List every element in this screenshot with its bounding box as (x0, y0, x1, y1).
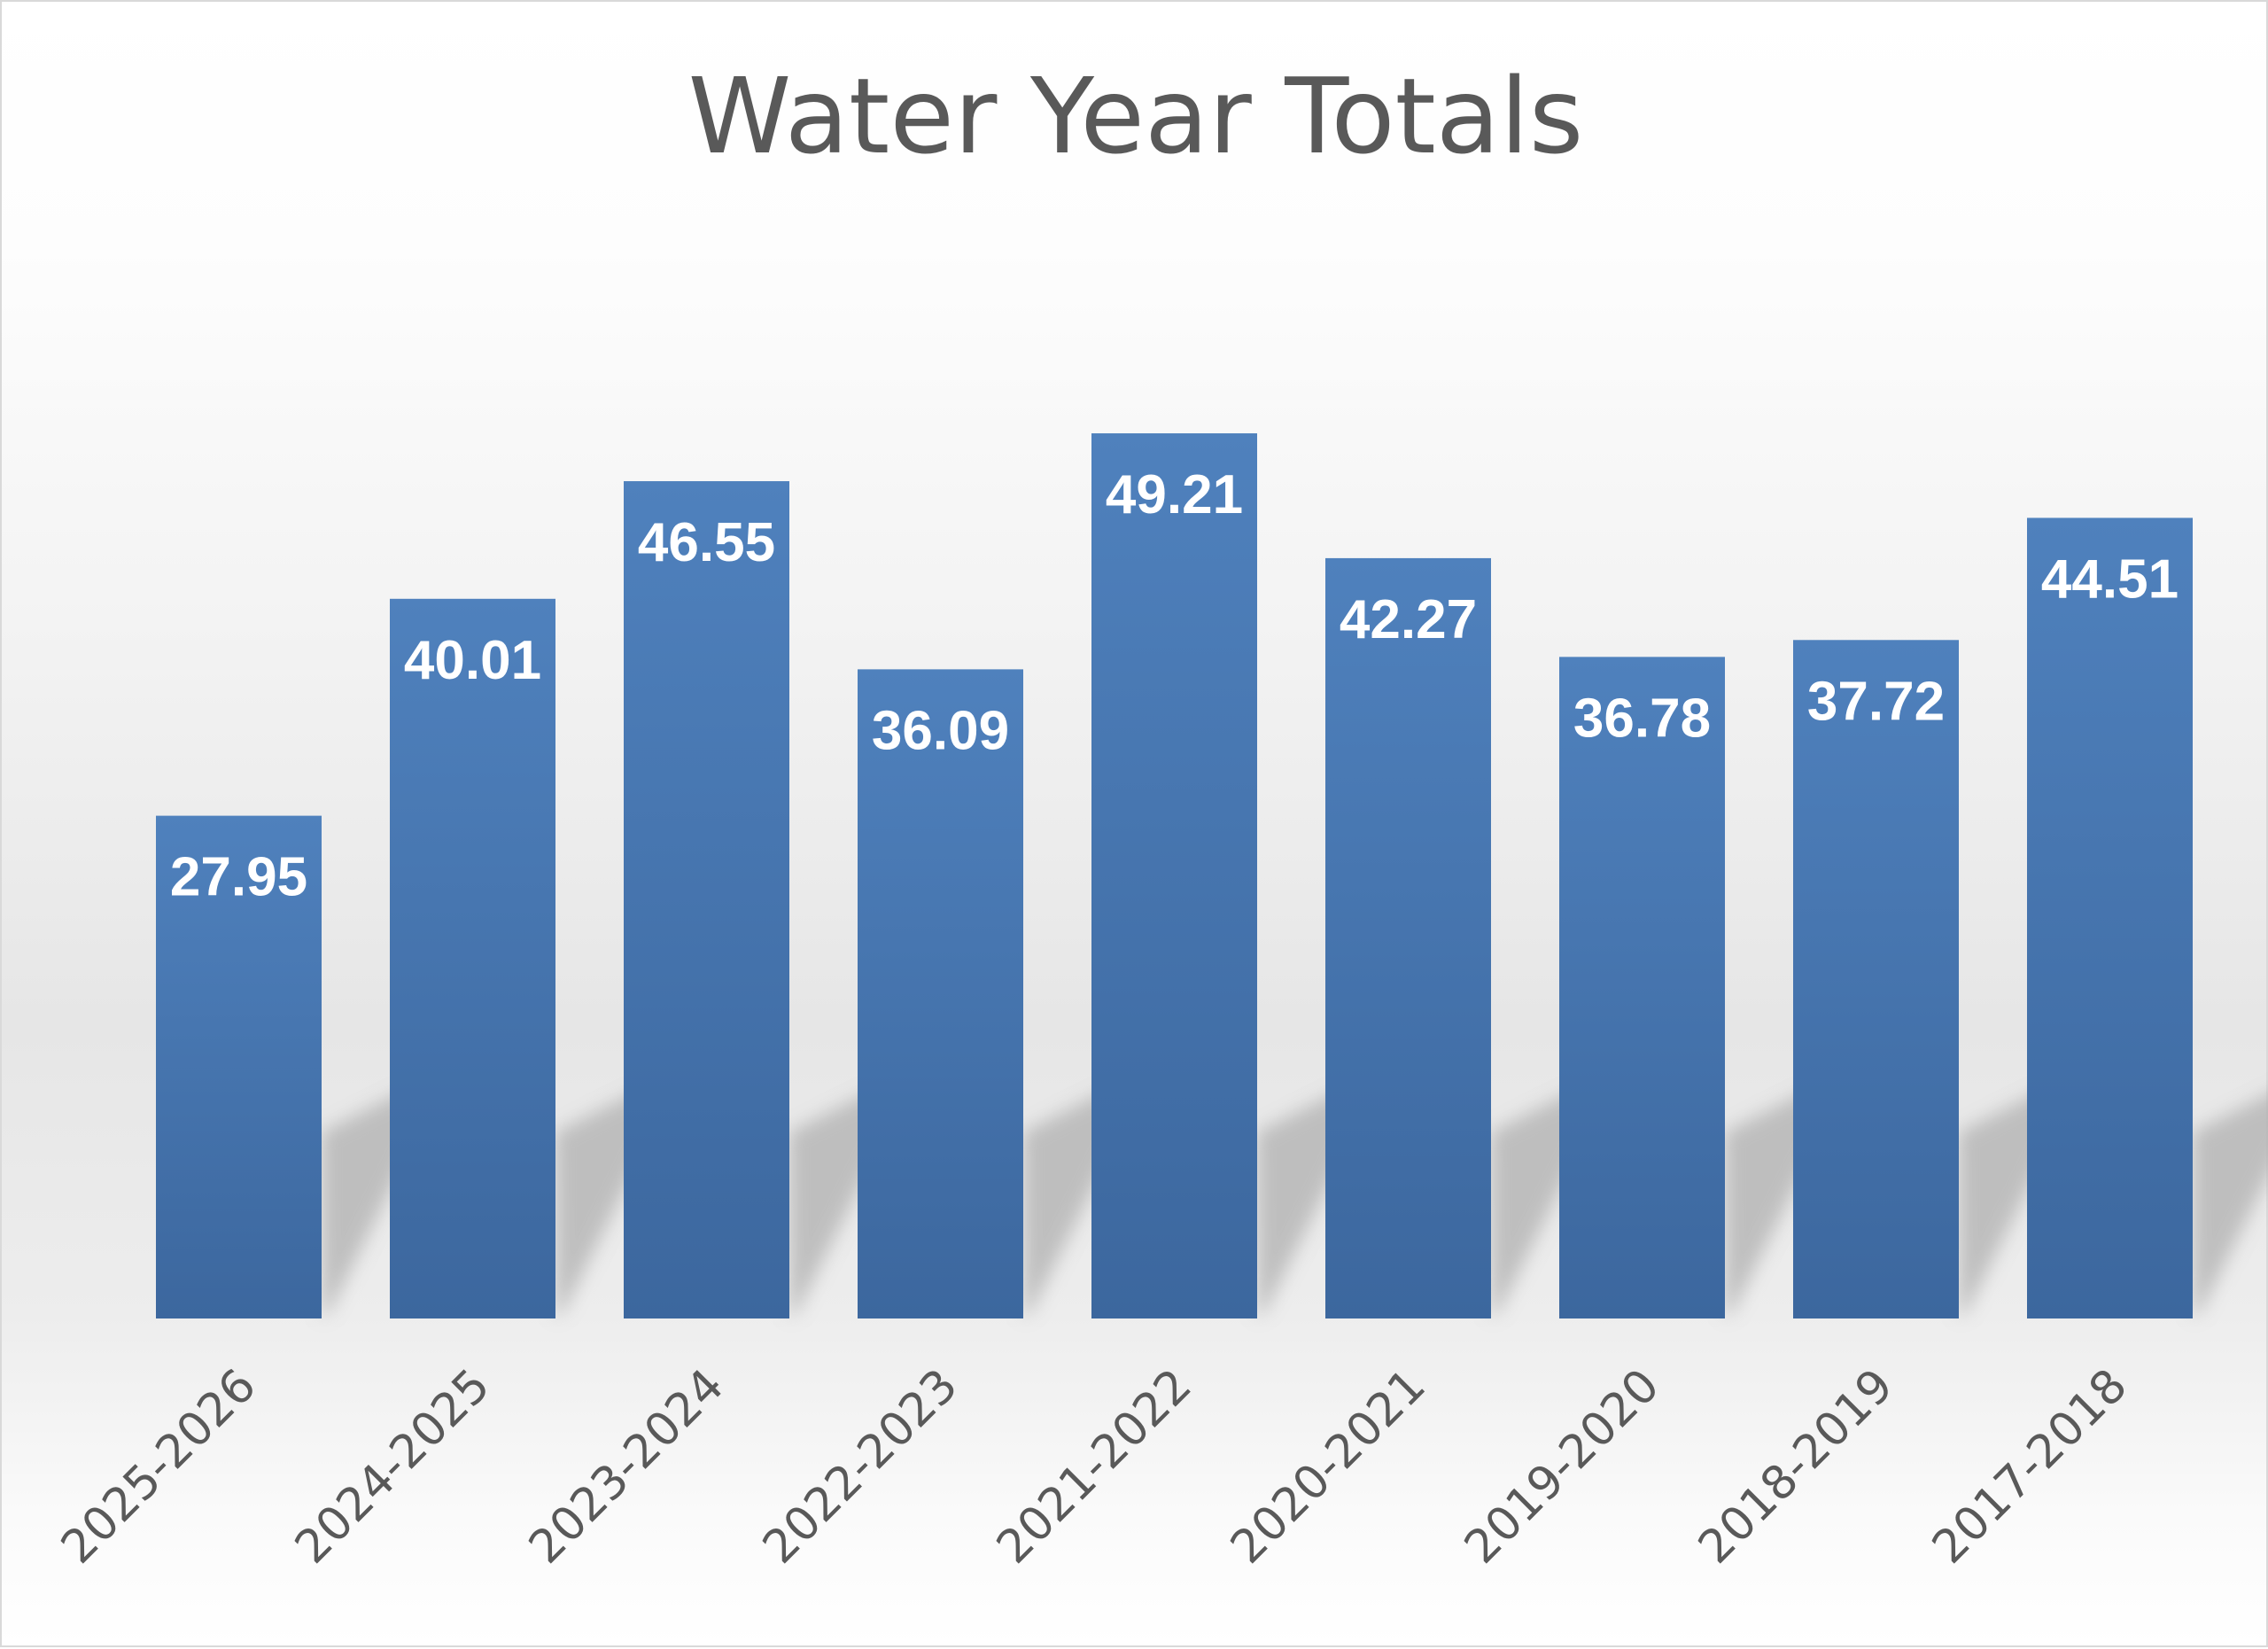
chart-title: Water Year Totals (688, 55, 1584, 177)
data-label: 37.72 (1807, 671, 1945, 732)
data-label: 36.78 (1573, 688, 1711, 749)
bars-group (156, 433, 2193, 1318)
category-label: 2017-2018 (1922, 1359, 2138, 1575)
bar-shadow (2193, 1094, 2268, 1318)
category-label: 2022-2023 (753, 1359, 968, 1575)
data-label: 27.95 (170, 847, 307, 908)
data-label: 46.55 (638, 512, 775, 573)
data-label: 42.27 (1340, 589, 1477, 650)
data-label: 40.01 (404, 630, 541, 691)
bar-2017-2018 (2027, 517, 2193, 1318)
bar-2018-2019 (1793, 640, 1959, 1318)
category-label: 2021-2022 (987, 1359, 1202, 1575)
data-label: 36.09 (872, 700, 1009, 761)
category-label: 2020-2021 (1221, 1359, 1436, 1575)
bar-shadows (322, 1079, 2268, 1318)
data-label: 44.51 (2041, 548, 2179, 610)
data-label: 49.21 (1106, 464, 1243, 525)
bar-2023-2024 (624, 481, 789, 1318)
category-label: 2025-2026 (51, 1359, 267, 1575)
category-label: 2024-2025 (285, 1359, 501, 1575)
category-labels-group: 2025-2026 2024-2025 2023-2024 2022-2023 2021… (51, 1359, 2138, 1575)
bar-2020-2021 (1325, 557, 1491, 1318)
category-label: 2019-2020 (1455, 1359, 1670, 1575)
bar-2022-2023 (858, 669, 1023, 1318)
data-labels-group: 27.95 40.01 46.55 36.09 49.21 42.27 36.78 37.72… (170, 464, 2179, 908)
bar-2024-2025 (390, 598, 555, 1318)
bar-2019-2020 (1559, 657, 1725, 1318)
bar-2021-2022 (1091, 433, 1257, 1318)
category-label: 2023-2024 (519, 1359, 734, 1575)
bar-2025-2026 (156, 815, 322, 1318)
category-label: 2018-2019 (1689, 1359, 1904, 1575)
